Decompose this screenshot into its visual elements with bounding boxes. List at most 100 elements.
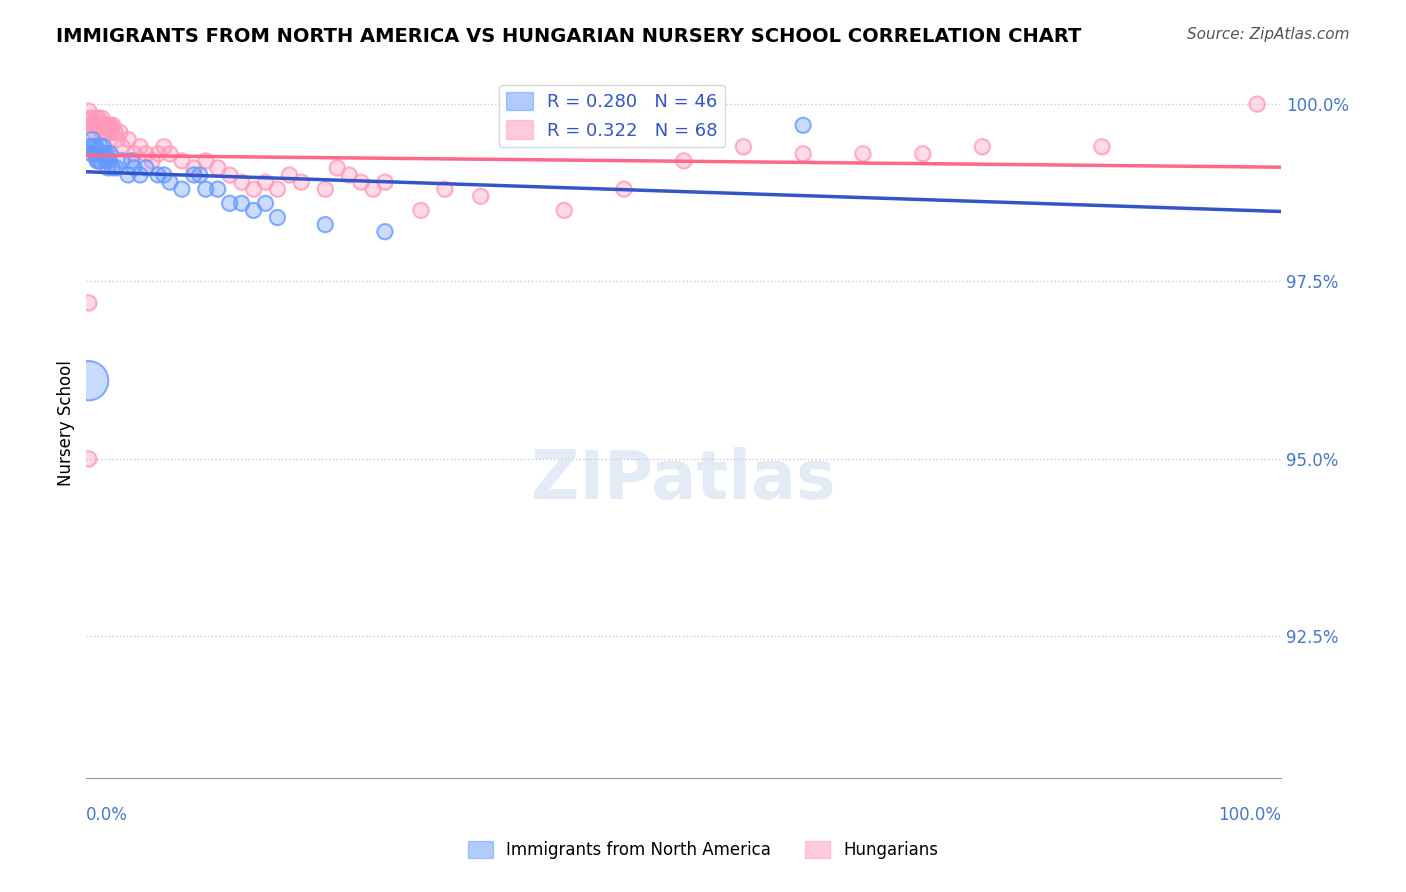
Point: [87, 118, 110, 132]
Point: [94, 153, 117, 168]
Point: [90, 125, 112, 139]
Text: ZIPatlas: ZIPatlas: [531, 447, 837, 513]
Point: [170, 153, 193, 168]
Point: [1246, 97, 1268, 112]
Point: [101, 161, 124, 175]
Point: [93, 118, 115, 132]
Point: [77, 139, 100, 153]
Point: [129, 139, 152, 153]
Point: [207, 182, 229, 196]
Point: [231, 196, 253, 211]
Point: [242, 203, 264, 218]
Point: [409, 203, 432, 218]
Point: [266, 182, 288, 196]
Point: [278, 168, 301, 182]
Point: [135, 161, 157, 175]
Point: [117, 168, 139, 182]
Point: [90, 139, 112, 153]
Point: [97, 125, 120, 139]
Point: [159, 175, 181, 189]
Point: [146, 168, 169, 182]
Point: [553, 203, 575, 218]
Point: [77, 374, 100, 388]
Point: [242, 182, 264, 196]
Point: [77, 104, 100, 119]
Point: [218, 196, 240, 211]
Point: [218, 168, 240, 182]
Point: [337, 168, 360, 182]
Point: [104, 125, 127, 139]
Point: [90, 153, 112, 168]
Point: [82, 132, 104, 146]
Point: [83, 125, 105, 139]
Point: [254, 175, 277, 189]
Point: [350, 175, 373, 189]
Point: [254, 196, 277, 211]
Point: [89, 146, 111, 161]
Point: [254, 175, 277, 189]
Point: [153, 168, 176, 182]
Point: [94, 153, 117, 168]
Point: [470, 189, 492, 203]
Point: [91, 139, 114, 153]
Point: [278, 168, 301, 182]
Point: [101, 161, 124, 175]
Point: [314, 182, 336, 196]
Point: [207, 161, 229, 175]
Point: [82, 139, 104, 153]
Point: [290, 175, 312, 189]
Point: [79, 111, 101, 125]
Point: [374, 225, 396, 239]
Point: [170, 182, 193, 196]
Point: [1091, 139, 1114, 153]
Point: [553, 203, 575, 218]
Point: [105, 132, 128, 146]
Point: [117, 168, 139, 182]
Point: [77, 374, 100, 388]
Point: [91, 139, 114, 153]
Point: [231, 196, 253, 211]
Point: [153, 168, 176, 182]
Point: [122, 161, 145, 175]
Point: [89, 118, 111, 132]
Point: [1091, 139, 1114, 153]
Point: [90, 153, 112, 168]
Point: [86, 118, 108, 132]
Point: [83, 118, 105, 132]
Point: [84, 139, 107, 153]
Point: [80, 146, 103, 161]
Point: [98, 146, 121, 161]
Point: [84, 146, 107, 161]
Point: [77, 295, 100, 310]
Point: [80, 146, 103, 161]
Point: [105, 161, 128, 175]
Point: [337, 168, 360, 182]
Point: [129, 168, 152, 182]
Point: [80, 118, 103, 132]
Point: [87, 111, 110, 125]
Point: [207, 161, 229, 175]
Point: [89, 146, 111, 161]
Point: [96, 118, 118, 132]
Point: [326, 161, 349, 175]
Point: [84, 111, 107, 125]
Point: [733, 139, 755, 153]
Point: [77, 295, 100, 310]
Point: [374, 225, 396, 239]
Point: [183, 168, 205, 182]
Point: [242, 182, 264, 196]
Point: [83, 146, 105, 161]
Point: [96, 146, 118, 161]
Point: [84, 111, 107, 125]
Point: [90, 111, 112, 125]
Point: [80, 118, 103, 132]
Point: [108, 125, 131, 139]
Point: [87, 111, 110, 125]
Point: [82, 111, 104, 125]
Text: 0.0%: 0.0%: [86, 806, 128, 824]
Point: [98, 118, 121, 132]
Point: [90, 118, 112, 132]
Point: [188, 168, 211, 182]
Point: [613, 182, 636, 196]
Point: [91, 118, 114, 132]
